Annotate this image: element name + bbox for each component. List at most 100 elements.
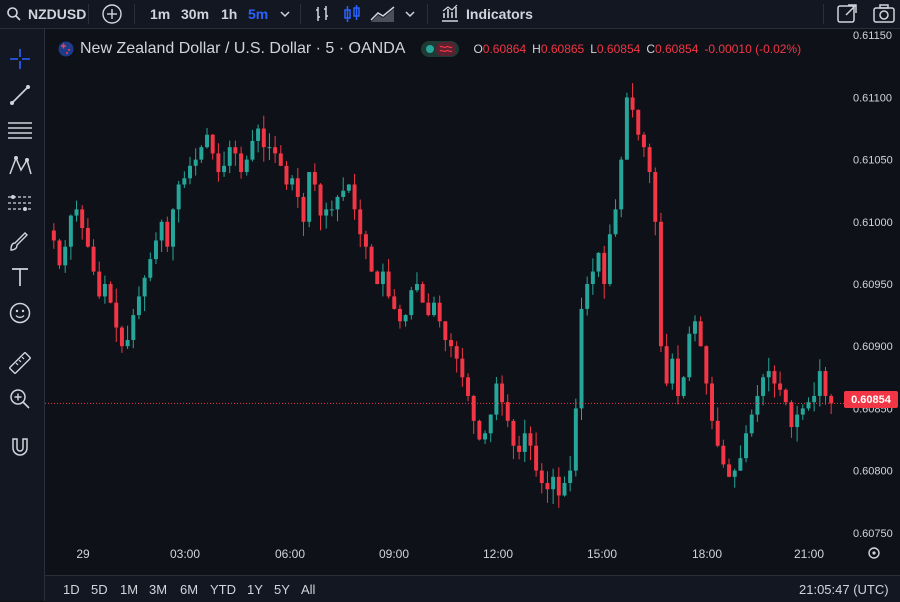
price-tick-label: 0.60800	[853, 466, 893, 478]
candle-body	[579, 308, 584, 409]
interval-30m[interactable]: 30m	[181, 6, 210, 22]
range-3m[interactable]: 3M	[149, 582, 168, 597]
zoom-icon	[10, 389, 30, 409]
interval-1h[interactable]: 1h	[221, 6, 238, 22]
candle-body	[148, 259, 153, 278]
candle-body	[568, 470, 573, 484]
candle-body	[675, 358, 680, 396]
candle-body	[136, 296, 141, 316]
snapshot-button[interactable]	[872, 0, 896, 28]
symbol-search[interactable]: NZDUSD	[6, 0, 86, 28]
indicators-button[interactable]: Indicators	[440, 0, 533, 28]
candle-body	[165, 221, 170, 247]
range-6m[interactable]: 6M	[180, 582, 199, 597]
candle-body	[795, 414, 800, 428]
candle-body	[375, 271, 380, 284]
pattern-icon	[9, 155, 32, 175]
fullscreen-button[interactable]	[836, 0, 858, 28]
chart-style-dropdown[interactable]	[404, 0, 416, 28]
candle-body	[630, 97, 635, 110]
forecast-tool[interactable]	[6, 189, 34, 217]
trend-line-icon	[10, 85, 30, 105]
candle-body	[210, 134, 215, 154]
candle-body	[397, 308, 402, 322]
candle-body	[823, 371, 828, 396]
range-5d[interactable]: 5D	[91, 582, 108, 597]
crosshair-icon	[10, 49, 30, 69]
candle-body	[233, 147, 238, 154]
high-label: H	[532, 42, 541, 56]
candle-body	[346, 184, 351, 191]
candle-body	[738, 458, 743, 471]
candle-body	[602, 252, 607, 284]
emoji-tool[interactable]	[6, 299, 34, 327]
axis-settings-button[interactable]	[868, 547, 880, 559]
candle-body	[590, 271, 595, 284]
candle-body	[789, 402, 794, 428]
high-value: 0.60865	[540, 42, 585, 56]
candle-body	[454, 346, 459, 359]
magnet-tool[interactable]	[6, 434, 34, 462]
candle-body	[829, 395, 834, 404]
candle-body	[312, 172, 317, 185]
candle-body	[222, 165, 227, 173]
candle-body	[613, 209, 618, 235]
candle-body	[250, 140, 255, 160]
candle-body	[715, 420, 720, 446]
area-style-button[interactable]	[370, 0, 396, 28]
pattern-tool[interactable]	[6, 152, 34, 180]
range-1y[interactable]: 1Y	[247, 582, 263, 597]
low-value: 0.60854	[596, 42, 641, 56]
candles-style-button[interactable]	[342, 0, 362, 28]
brush-tool[interactable]	[6, 227, 34, 255]
zoom-tool[interactable]	[6, 385, 34, 413]
candle-body	[687, 333, 692, 378]
interval-1m[interactable]: 1m	[150, 6, 171, 22]
candle-body	[369, 246, 374, 272]
price-chart[interactable]: 0.61150 0.61100 0.61050 0.61000 0.60950 0.609…	[45, 29, 900, 575]
time-tick-label: 09:00	[379, 547, 409, 561]
range-ytd[interactable]: YTD	[210, 582, 236, 597]
candle-body	[63, 246, 68, 266]
market-status-badge[interactable]	[421, 41, 460, 57]
candle-body	[619, 159, 624, 210]
candle-body	[556, 476, 561, 496]
top-toolbar: NZDUSD 1m 30m 1h 5m Indicators	[0, 0, 900, 29]
crosshair-tool[interactable]	[6, 45, 34, 73]
emoji-icon	[9, 302, 31, 324]
text-tool[interactable]	[6, 263, 34, 291]
market-open-icon	[426, 45, 435, 53]
range-1m[interactable]: 1M	[120, 582, 139, 597]
compare-button[interactable]	[101, 0, 123, 28]
candle-body	[414, 284, 419, 291]
candlestick-series	[51, 83, 834, 508]
interval-5m[interactable]: 5m	[248, 6, 269, 22]
candle-body	[318, 184, 323, 216]
fib-tool[interactable]	[6, 116, 34, 144]
toolbar-divider	[427, 4, 428, 24]
candle-body	[363, 234, 368, 247]
candle-body	[301, 196, 306, 222]
candle-body	[216, 153, 221, 173]
symbol-title[interactable]: New Zealand Dollar / U.S. Dollar · 5 · O…	[80, 40, 406, 57]
range-1d[interactable]: 1D	[63, 582, 80, 597]
trend-line-tool[interactable]	[6, 81, 34, 109]
chevron-down-icon	[405, 11, 415, 18]
range-5y[interactable]: 5Y	[274, 582, 290, 597]
price-tick-label: 0.60750	[853, 528, 893, 540]
candle-body	[522, 433, 527, 452]
bar-style-button[interactable]	[313, 0, 333, 28]
candle-body	[159, 221, 164, 241]
measure-tool[interactable]	[6, 349, 34, 377]
price-tick-label: 0.61100	[853, 92, 892, 104]
candle-body	[494, 383, 499, 415]
candle-body	[466, 377, 471, 396]
candle-body	[761, 377, 766, 396]
candle-body	[80, 209, 85, 229]
search-icon	[7, 7, 21, 21]
utc-clock[interactable]: 21:05:47 (UTC)	[799, 582, 889, 597]
range-all[interactable]: All	[301, 582, 316, 597]
interval-dropdown[interactable]	[279, 0, 291, 28]
candle-body	[176, 184, 181, 210]
candle-body	[51, 230, 56, 241]
